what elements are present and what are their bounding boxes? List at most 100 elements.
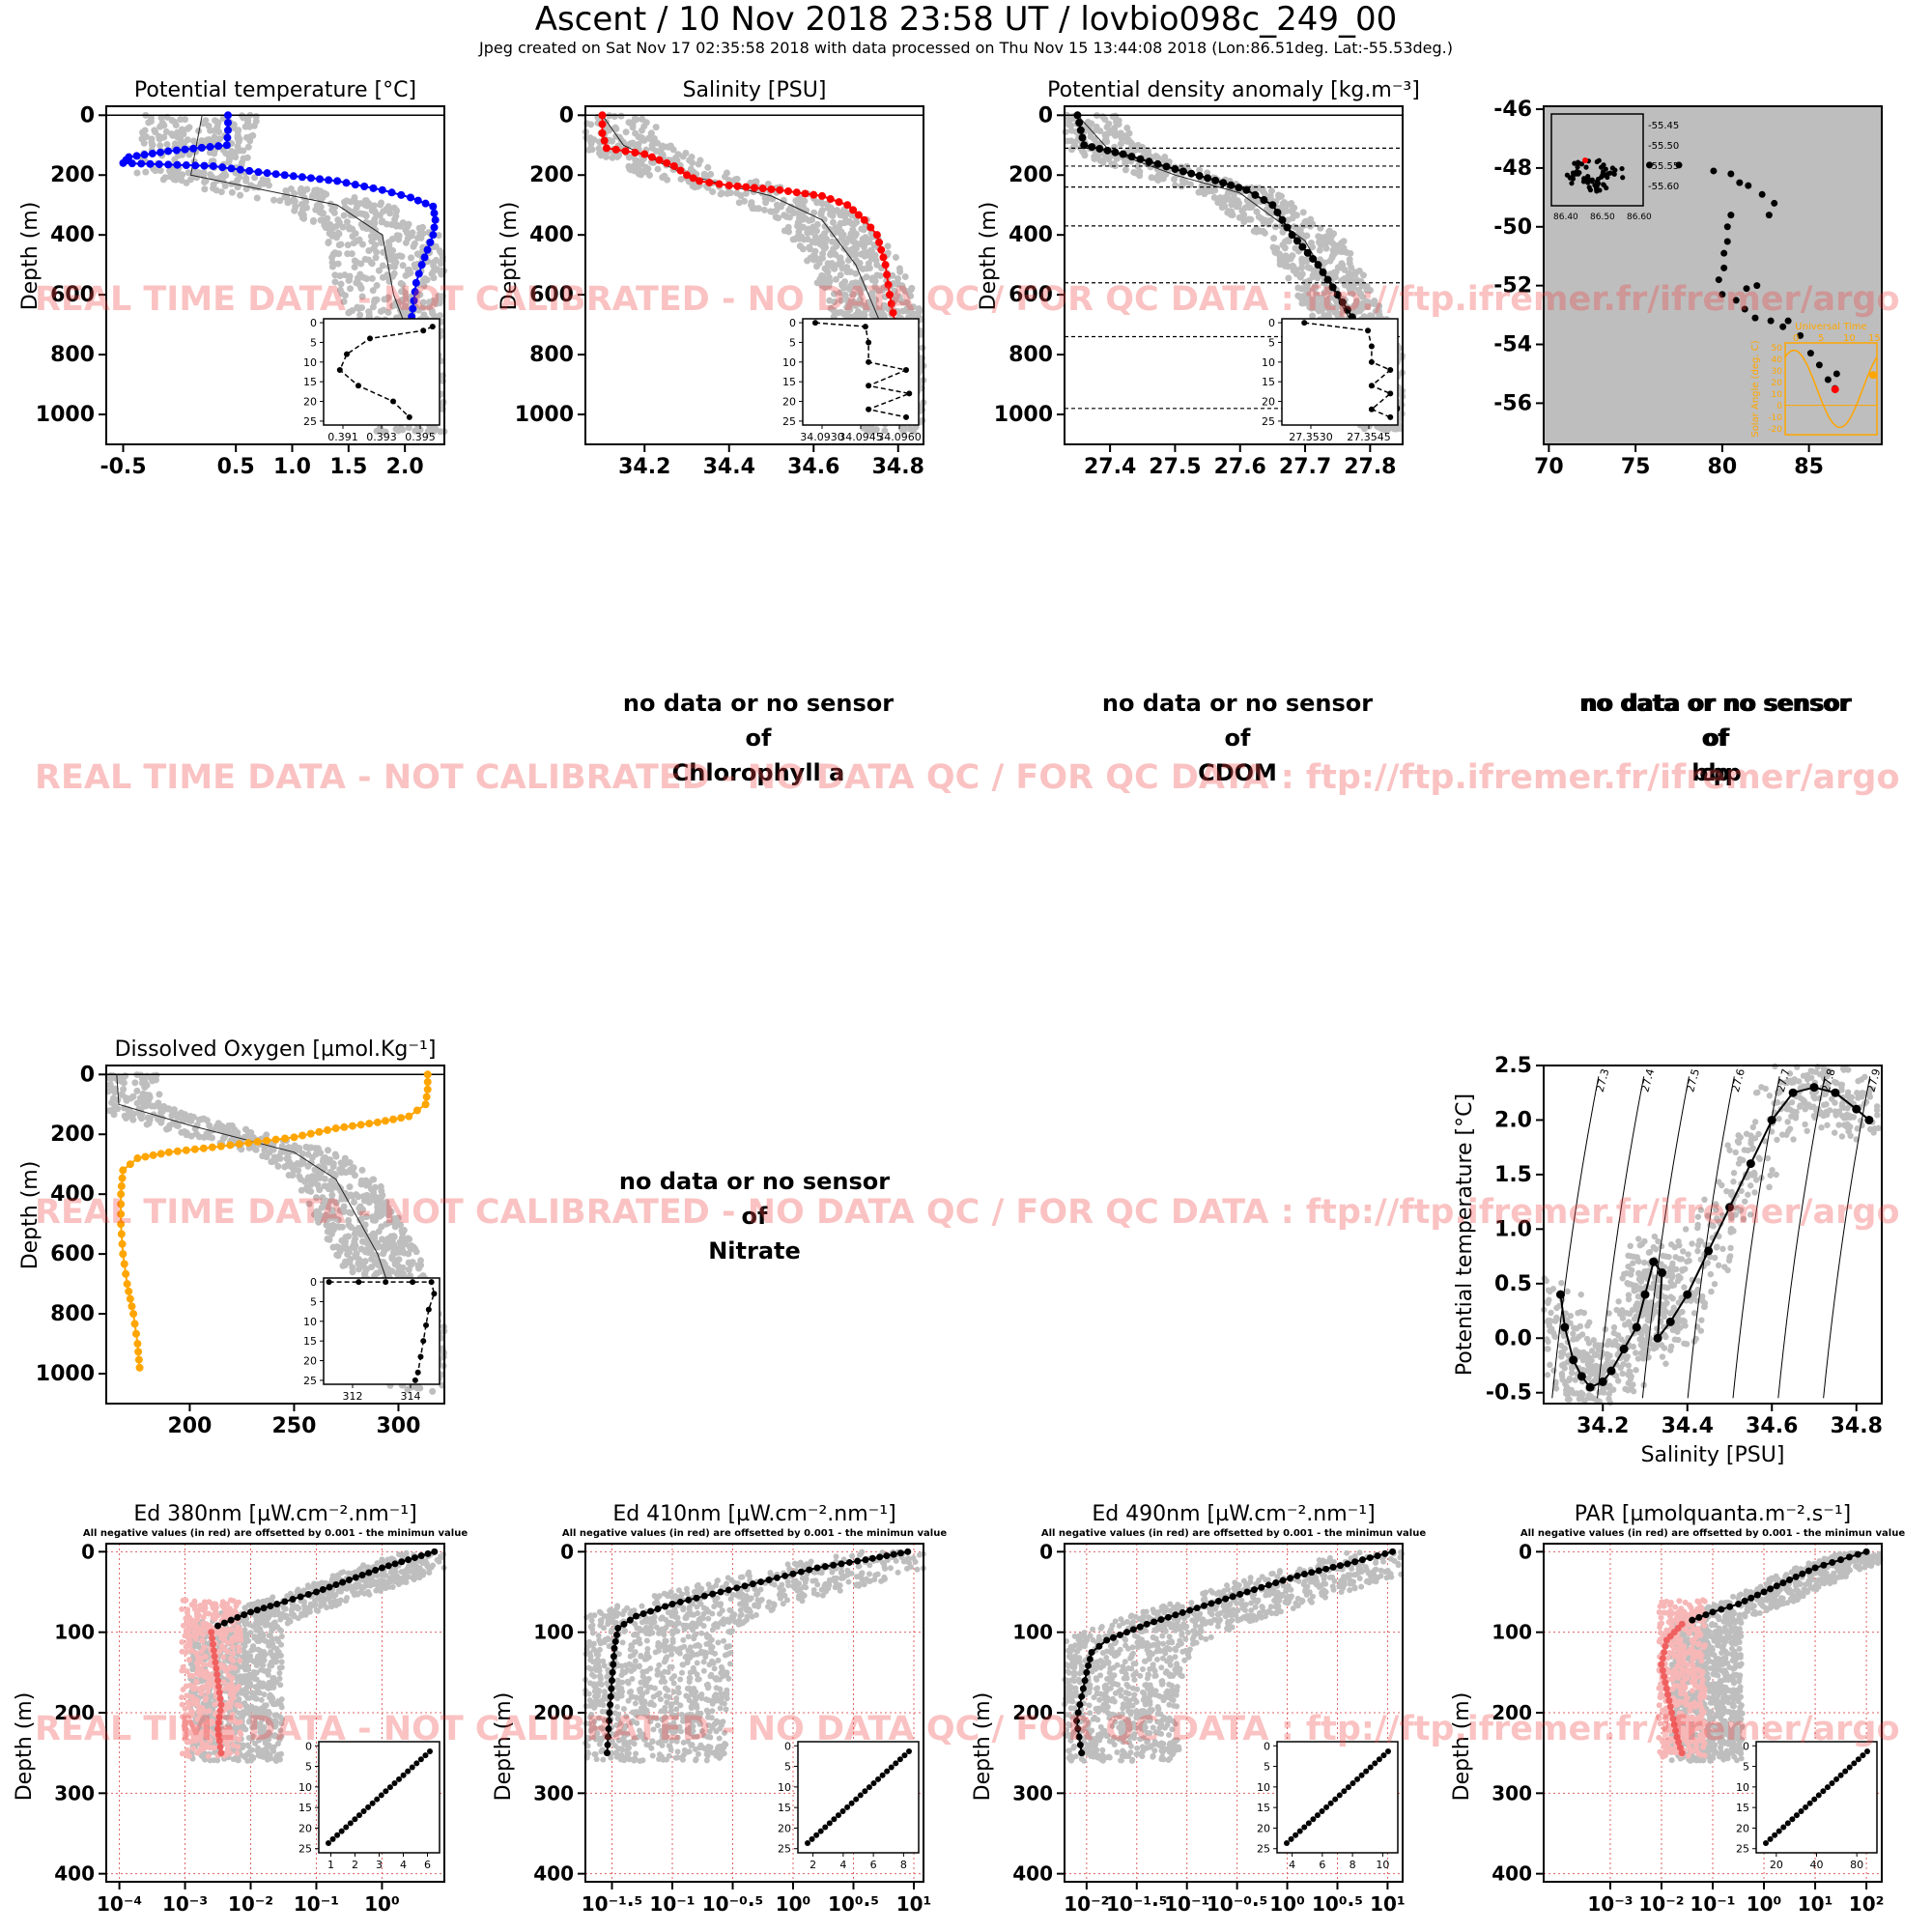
history-point [411, 261, 418, 269]
history-point [361, 1248, 369, 1256]
zoom-inset-point [1572, 160, 1577, 166]
history-point [1303, 232, 1311, 240]
profile-point [881, 261, 890, 270]
history-point [397, 424, 405, 432]
history-point [819, 254, 827, 262]
history-point [211, 127, 218, 134]
profile-point [263, 1136, 271, 1145]
history-point [166, 167, 174, 175]
history-point [342, 1237, 350, 1245]
history-point [206, 1122, 213, 1129]
history-point [361, 211, 369, 218]
history-point [402, 239, 410, 246]
history-point [356, 200, 364, 208]
profile-point [1088, 143, 1096, 152]
y-tick-label: 200 [1009, 163, 1053, 187]
history-point [858, 225, 866, 233]
inset-point [390, 398, 396, 405]
history-point [867, 255, 875, 263]
inset-point [1365, 327, 1372, 334]
history-point [217, 188, 225, 196]
profile-point [410, 297, 418, 305]
sun-current-point [1869, 371, 1877, 380]
page-subtitle: Jpeg created on Sat Nov 17 02:35:58 2018… [479, 39, 1453, 57]
history-point [328, 263, 336, 270]
x-tick-label: 0.5 [217, 455, 255, 479]
inset-point [1387, 366, 1394, 373]
history-point [415, 251, 423, 259]
profile-point [647, 153, 656, 161]
inset-point [1368, 343, 1375, 350]
history-point [351, 1198, 358, 1206]
history-point [373, 281, 381, 289]
history-point [834, 207, 841, 214]
history-point [828, 238, 836, 245]
history-point [156, 167, 164, 175]
history-point [709, 188, 717, 196]
profile-point [1195, 172, 1204, 181]
history-point [354, 303, 361, 311]
profile-point [129, 1310, 138, 1319]
history-point [291, 207, 298, 214]
inset-y-tick-label: 0 [310, 317, 317, 329]
history-point [704, 163, 712, 171]
history-point [106, 1080, 114, 1088]
profile-point [1328, 283, 1337, 292]
inset-y-tick-label: 0 [1268, 317, 1275, 329]
history-point [1843, 1065, 1850, 1073]
history-point [341, 271, 349, 279]
profile-point [1204, 174, 1212, 183]
inset-point [412, 1377, 418, 1383]
panel-density: Potential density anomaly [kg.m⁻³]27.4 27… [977, 78, 1420, 479]
profile-point [430, 223, 439, 232]
x-tick-label: 1.0 [273, 455, 311, 479]
history-point [351, 264, 358, 271]
x-tick-label: 34.8 [872, 455, 924, 479]
history-point [856, 298, 864, 306]
history-point [1824, 1122, 1831, 1128]
history-point [824, 276, 832, 284]
profile-point [431, 215, 440, 224]
profile-point [325, 176, 333, 185]
profile-point [199, 1144, 208, 1152]
history-point [634, 162, 641, 170]
zoom-inset-point [1603, 172, 1608, 178]
zoom-inset-x-label: 86.60 [1627, 213, 1652, 222]
profile-point [1075, 119, 1084, 128]
history-point [1630, 1388, 1637, 1395]
panel-salinity: Salinity [PSU]34.2 34.4 34.6 34.80200400600… [497, 78, 927, 479]
profile-point [835, 198, 843, 207]
trajectory-point [1751, 314, 1759, 322]
history-point [1679, 1248, 1687, 1255]
history-point [313, 1194, 321, 1202]
trajectory-point [1784, 317, 1792, 325]
history-point [290, 196, 298, 204]
profile-point [1288, 231, 1296, 240]
sun-inset-y-label: 20 [1772, 379, 1783, 388]
history-point [810, 209, 818, 216]
profile-point [397, 190, 406, 199]
history-point [1080, 149, 1088, 156]
history-point [298, 200, 305, 208]
history-point [637, 167, 644, 175]
history-point [677, 175, 685, 183]
history-point [1104, 130, 1112, 138]
history-point [378, 1223, 385, 1231]
history-point [1296, 226, 1304, 234]
history-point [429, 310, 437, 318]
profile-point [886, 291, 894, 299]
profile-point [826, 195, 835, 204]
profile-point [132, 152, 141, 160]
profile-point [173, 1147, 182, 1155]
history-point [372, 254, 380, 262]
history-point [390, 1214, 398, 1222]
profile-point [130, 1320, 139, 1328]
inset-y-tick-label: 5 [310, 336, 317, 349]
profile-point [200, 161, 209, 170]
history-point [152, 1076, 159, 1084]
history-point [908, 284, 916, 292]
profile-point [1303, 248, 1312, 257]
inset-point [906, 390, 913, 397]
inset-x-tick-label: 34.0945 [838, 431, 883, 443]
history-point [384, 294, 392, 301]
